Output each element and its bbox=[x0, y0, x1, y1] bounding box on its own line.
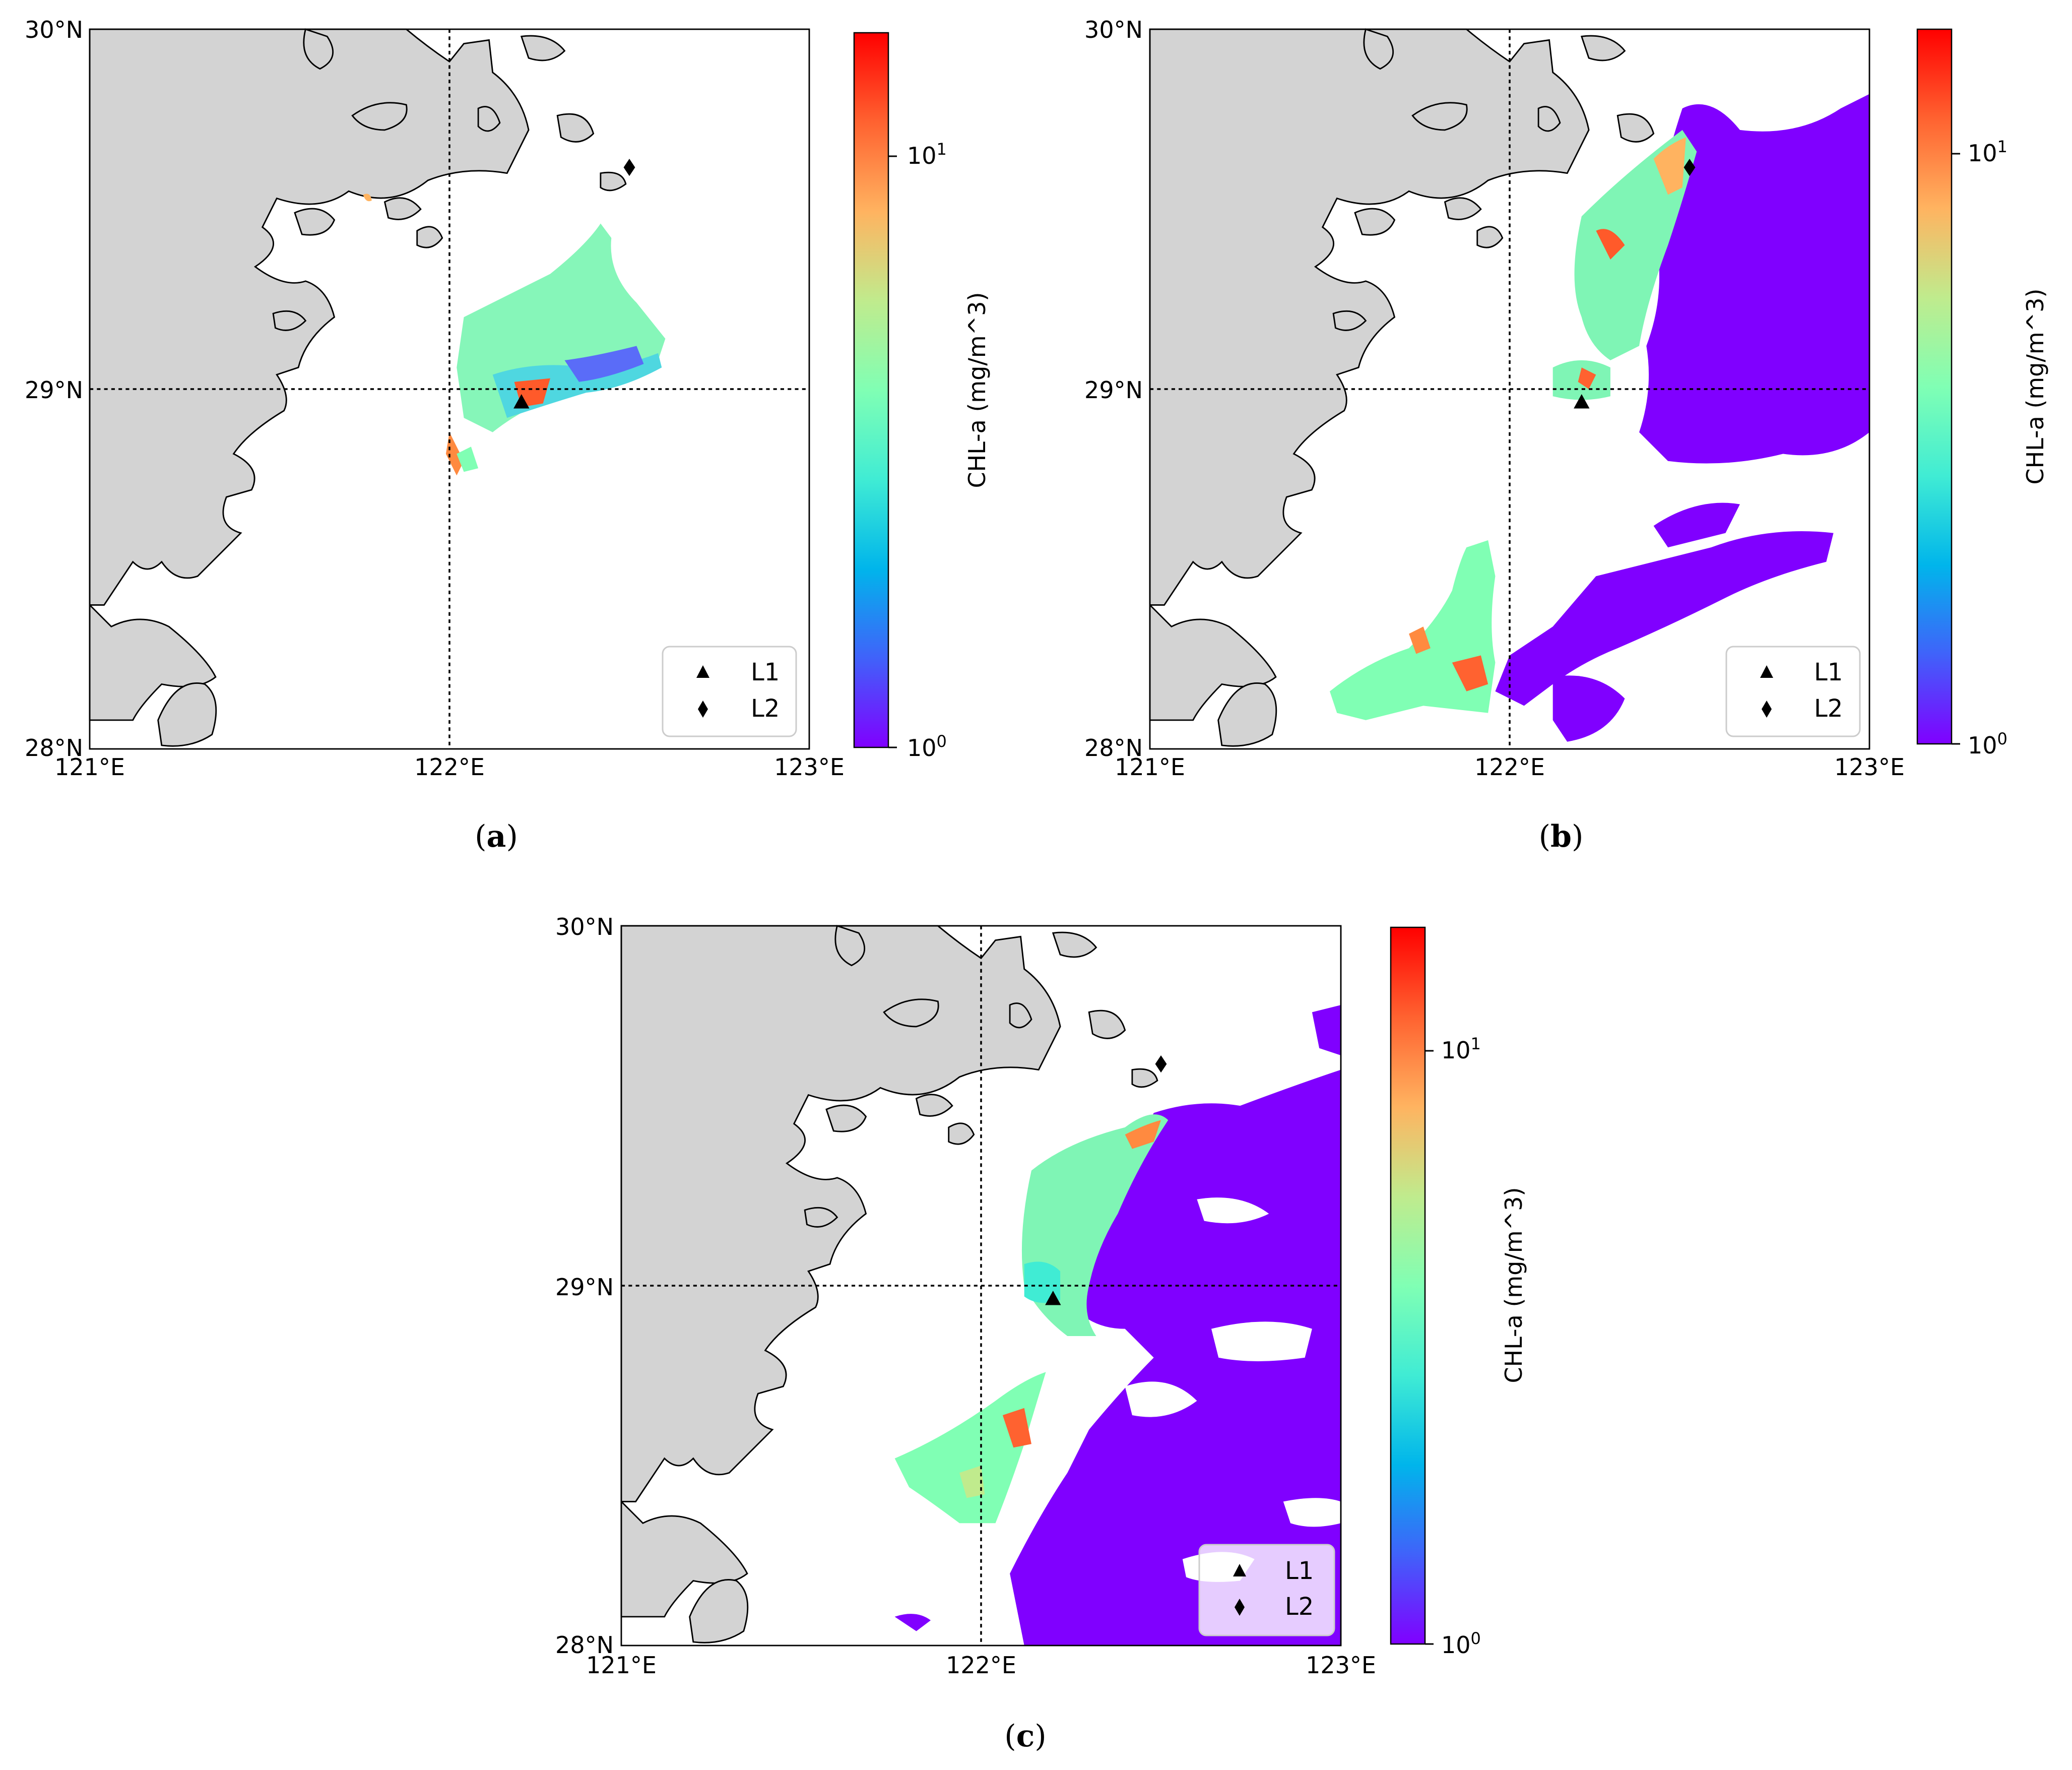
legend: L1 L2 bbox=[1198, 1544, 1335, 1636]
lon-label-121e: 121°E bbox=[54, 753, 125, 781]
legend: L1 L2 bbox=[1725, 646, 1861, 737]
station-l2-marker bbox=[1684, 159, 1696, 176]
colorbar-tick-10-1: 101 bbox=[907, 140, 947, 169]
colorbar: 101 100 CHL-a (mg/m^3) bbox=[853, 32, 991, 762]
legend-label-l2: L2 bbox=[751, 694, 780, 723]
legend-label-l2: L2 bbox=[1285, 1593, 1314, 1621]
map-area bbox=[1149, 28, 1870, 750]
lat-label-30n: 30°N bbox=[1084, 16, 1143, 43]
lat-label-30n: 30°N bbox=[555, 913, 614, 940]
station-l1-marker bbox=[1574, 394, 1590, 409]
colorbar-label: CHL-a (mg/m^3) bbox=[1500, 1187, 1527, 1383]
lon-label-121e: 121°E bbox=[586, 1652, 657, 1679]
caption-b: (b) bbox=[1539, 819, 1584, 854]
lat-label-28n: 28°N bbox=[1084, 734, 1143, 762]
lat-label-30n: 30°N bbox=[25, 16, 83, 43]
legend-triangle-marker bbox=[1233, 1564, 1246, 1576]
lon-label-122e: 122°E bbox=[946, 1652, 1016, 1679]
panel-a: 30°N 29°N 28°N 121°E 122°E 123°E L1 L2 1… bbox=[25, 16, 991, 854]
colorbar-tick-10-0: 100 bbox=[1441, 1629, 1481, 1659]
colorbar-label: CHL-a (mg/m^3) bbox=[963, 292, 991, 488]
legend-triangle-marker bbox=[1760, 665, 1773, 678]
colorbar-tick-10-0: 100 bbox=[907, 732, 947, 762]
lon-label-122e: 122°E bbox=[1474, 753, 1545, 781]
lat-label-28n: 28°N bbox=[555, 1631, 614, 1659]
colorbar-tick-10-0: 100 bbox=[1968, 729, 2008, 759]
lon-label-123e: 123°E bbox=[1834, 753, 1905, 781]
station-l2-marker bbox=[623, 159, 635, 176]
lat-label-29n: 29°N bbox=[25, 376, 83, 404]
caption-a: (a) bbox=[475, 819, 518, 854]
lat-label-29n: 29°N bbox=[555, 1274, 614, 1301]
colorbar-tick-10-1: 101 bbox=[1968, 137, 2008, 167]
station-l1-marker bbox=[1045, 1290, 1061, 1305]
legend-diamond-marker bbox=[1762, 701, 1772, 718]
map-area bbox=[620, 925, 1342, 1647]
lat-label-29n: 29°N bbox=[1084, 376, 1143, 404]
lon-label-123e: 123°E bbox=[774, 753, 845, 781]
lon-label-122e: 122°E bbox=[414, 753, 485, 781]
colorbar-label: CHL-a (mg/m^3) bbox=[2022, 289, 2049, 485]
colorbar: 101 100 CHL-a (mg/m^3) bbox=[1390, 926, 1527, 1659]
legend-label-l2: L2 bbox=[1814, 694, 1843, 723]
station-l2-marker bbox=[1155, 1055, 1167, 1073]
legend: L1 L2 bbox=[662, 646, 797, 737]
lat-label-28n: 28°N bbox=[25, 734, 83, 762]
map-area bbox=[89, 28, 810, 750]
legend-triangle-marker bbox=[696, 665, 709, 678]
colorbar-tick-10-1: 101 bbox=[1441, 1034, 1481, 1064]
panel-b: 30°N 29°N 28°N 121°E 122°E 123°E L1 L2 1… bbox=[1084, 16, 2049, 854]
legend-label-l1: L1 bbox=[1285, 1557, 1314, 1585]
legend-diamond-marker bbox=[698, 701, 708, 718]
lon-label-123e: 123°E bbox=[1306, 1652, 1376, 1679]
legend-label-l1: L1 bbox=[1814, 658, 1843, 686]
station-l1-marker bbox=[513, 394, 530, 409]
lon-label-121e: 121°E bbox=[1115, 753, 1185, 781]
legend-diamond-marker bbox=[1235, 1599, 1245, 1616]
panel-c: 30°N 29°N 28°N 121°E 122°E 123°E L1 L2 1… bbox=[555, 913, 1527, 1754]
colorbar: 101 100 CHL-a (mg/m^3) bbox=[1916, 28, 2049, 759]
legend-label-l1: L1 bbox=[751, 658, 780, 686]
caption-c: (c) bbox=[1004, 1719, 1046, 1754]
